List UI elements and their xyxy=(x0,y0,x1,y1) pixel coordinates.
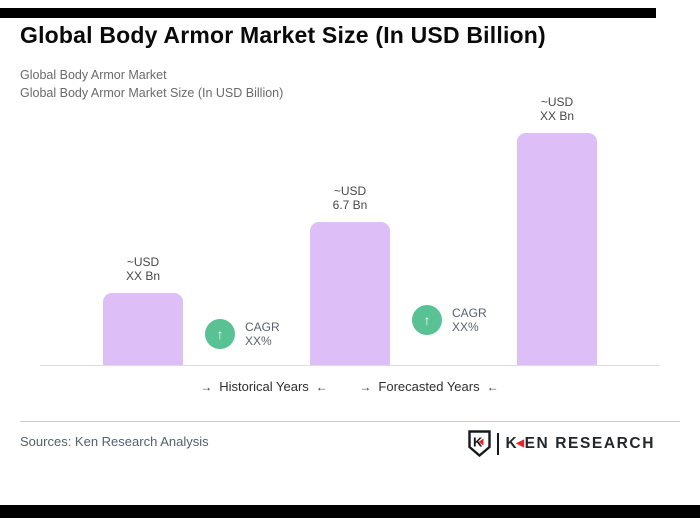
cagr-label: CAGR xyxy=(452,306,487,320)
period-label-text: Forecasted Years xyxy=(378,379,480,394)
cagr-value: XX% xyxy=(245,334,272,348)
wordmark-k: K xyxy=(505,434,519,452)
bottom-black-bar xyxy=(0,505,700,518)
wordmark-rest: EN RESEARCH xyxy=(524,434,655,452)
svg-text:K: K xyxy=(473,435,483,450)
bar-label-line1: ~USD xyxy=(540,95,574,109)
period-label-historical: → Historical Years ← xyxy=(200,379,328,394)
period-label-forecasted: → Forecasted Years ← xyxy=(359,379,498,394)
up-arrow-glyph: ↑ xyxy=(216,326,224,342)
bar-label-line2: XX Bn xyxy=(539,109,575,123)
arrow-right-icon: → xyxy=(200,379,213,394)
logo-accent-triangle: ◀ xyxy=(516,437,526,449)
shield-k-icon: K xyxy=(468,430,492,457)
logo-wordmark: K ◀ EN RESEARCH xyxy=(505,435,655,453)
arrow-left-icon: ← xyxy=(315,379,328,394)
bar-label-line2: XX Bn xyxy=(125,269,161,283)
bar-label-line1: ~USD xyxy=(126,255,160,269)
cagr-label: CAGR xyxy=(245,320,280,334)
arrow-left-icon: ← xyxy=(486,379,499,394)
trend-up-icon: ↑ xyxy=(205,319,235,349)
bar-value-label: ~USD 6.7 Bn xyxy=(290,184,410,212)
top-black-bar xyxy=(0,8,656,18)
x-axis-baseline xyxy=(40,365,660,366)
footer-divider xyxy=(20,421,680,422)
page-title: Global Body Armor Market Size (In USD Bi… xyxy=(20,22,546,48)
trend-up-icon: ↑ xyxy=(412,305,442,335)
bar-historical xyxy=(103,293,183,365)
cagr-text: CAGR XX% xyxy=(245,320,280,348)
subtitle-line-1: Global Body Armor Market xyxy=(20,68,167,82)
cagr-value: XX% xyxy=(452,320,479,334)
up-arrow-glyph: ↑ xyxy=(423,312,431,328)
chart-subtitle: Global Body Armor Market Global Body Arm… xyxy=(20,66,283,102)
bar-value-label: ~USD XX Bn xyxy=(83,255,203,283)
subtitle-line-2: Global Body Armor Market Size (In USD Bi… xyxy=(20,86,284,100)
cagr-badge: ↑ CAGR XX% xyxy=(205,319,280,349)
ken-research-logo: K K ◀ EN RESEARCH xyxy=(468,430,655,457)
bar-forecast xyxy=(517,133,597,365)
sources-text: Sources: Ken Research Analysis xyxy=(20,434,209,449)
arrow-right-icon: → xyxy=(359,379,372,394)
bar-label-line2: 6.7 Bn xyxy=(332,198,368,212)
logo-divider xyxy=(497,432,500,455)
bar-value-label: ~USD XX Bn xyxy=(497,95,617,123)
bar-label-line1: ~USD xyxy=(333,184,367,198)
bar-current xyxy=(310,222,390,365)
period-label-text: Historical Years xyxy=(219,379,309,394)
cagr-badge: ↑ CAGR XX% xyxy=(412,305,487,335)
cagr-text: CAGR XX% xyxy=(452,306,487,334)
